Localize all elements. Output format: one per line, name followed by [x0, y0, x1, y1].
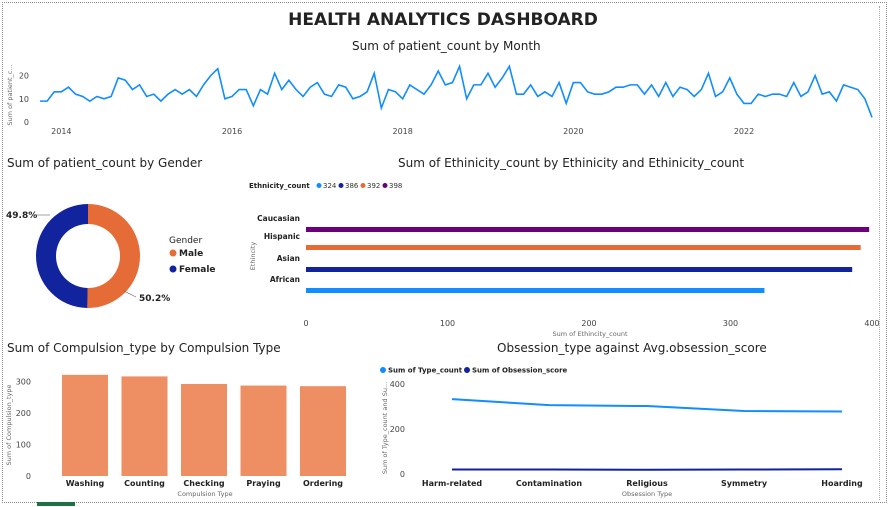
gender-chart-title: Sum of patient_count by Gender	[7, 156, 203, 170]
ethnicity-bar-african	[306, 288, 765, 293]
ethnicity-legend-title: Ethnicity_count	[249, 182, 310, 190]
obsession-legend-dot	[464, 367, 470, 373]
month-x-tick: 2016	[222, 127, 242, 136]
obsession-legend-dot	[380, 367, 386, 373]
month-x-tick: 2022	[734, 127, 754, 136]
ethnicity-bar-asian	[306, 267, 853, 272]
month-y-tick: 20	[19, 72, 29, 81]
ethnicity-legend-label: 386	[345, 182, 359, 190]
month-x-tick: 2020	[563, 127, 583, 136]
ethnicity-category-label: Asian	[277, 254, 300, 263]
gender-legend-dot	[169, 249, 177, 257]
gender-legend-label: Female	[179, 265, 216, 275]
scrollbar[interactable]	[879, 6, 886, 500]
obsession-category-label: Symmetry	[721, 479, 768, 488]
ethnicity-bar-caucasian	[306, 227, 870, 232]
compulsion-category-label: Praying	[246, 479, 281, 488]
obsession-legend-label: Sum of Obsession_score	[472, 367, 568, 375]
obsession-category-label: Religious	[626, 479, 668, 488]
ethnicity-legend-dot	[338, 183, 344, 188]
ethnicity-legend-dot	[360, 183, 366, 188]
compulsion-bar-washing	[62, 374, 108, 476]
gender-label-leader	[123, 290, 137, 298]
ethnicity-x-axis-label: Sum of Ethincity_count	[552, 330, 627, 338]
obsession-category-label: Harm-related	[422, 479, 482, 488]
ethnicity-x-tick: 400	[864, 319, 879, 328]
ethnicity-bar-hispanic	[306, 245, 861, 250]
compulsion-y-tick: 200	[16, 409, 31, 418]
ethnicity-legend-label: 392	[367, 182, 380, 190]
month-chart-title: Sum of patient_count by Month	[352, 39, 541, 53]
obsession-y-tick: 400	[390, 380, 405, 389]
obsession-y-tick: 200	[390, 425, 405, 434]
compulsion-x-axis-label: Compulsion Type	[177, 490, 232, 498]
month-x-tick: 2014	[51, 127, 71, 136]
ethnicity-legend-label: 324	[323, 182, 337, 190]
gender-slice-male	[87, 204, 141, 308]
compulsion-category-label: Washing	[66, 479, 105, 488]
ethnicity-legend-dot	[316, 183, 322, 188]
gender-label-female: 49.8%	[6, 211, 37, 221]
compulsion-category-label: Checking	[183, 479, 224, 488]
ethnicity-x-tick: 300	[723, 319, 738, 328]
month-y-tick: 10	[19, 95, 29, 104]
dashboard-title: HEALTH ANALYTICS DASHBOARD	[288, 10, 598, 30]
gender-legend-label: Male	[179, 249, 203, 259]
ethnicity-chart-title: Sum of Ethinicity_count by Ethinicity an…	[398, 156, 745, 170]
compulsion-category-label: Counting	[124, 479, 165, 488]
compulsion-chart-title: Sum of Compulsion_type by Compulsion Typ…	[7, 341, 281, 355]
obsession-category-label: Contamination	[516, 479, 583, 488]
gender-slice-female	[36, 204, 88, 308]
ethnicity-y-axis-label: Ethincity	[249, 242, 257, 271]
ethnicity-category-label: Hispanic	[264, 232, 300, 241]
obsession-series-line	[451, 398, 843, 413]
compulsion-bar-counting	[121, 376, 168, 476]
ethnicity-x-tick: 100	[440, 319, 455, 328]
obsession-x-axis-label: Obsession Type	[622, 490, 672, 498]
compulsion-y-tick: 0	[26, 472, 31, 481]
compulsion-bar-ordering	[300, 386, 346, 476]
ethnicity-category-label: African	[270, 275, 300, 284]
ethnicity-x-tick: 200	[581, 319, 596, 328]
gender-legend-title: Gender	[169, 236, 202, 246]
compulsion-y-axis-label: Sum of Compulsion_type	[5, 385, 13, 466]
month-y-tick: 0	[24, 118, 29, 127]
month-series-line	[40, 63, 873, 118]
ethnicity-legend-dot	[382, 183, 388, 188]
obsession-category-label: Hoarding	[821, 479, 863, 488]
obsession-y-tick: 0	[400, 470, 405, 479]
page-tab-indicator[interactable]	[37, 502, 75, 506]
compulsion-y-tick: 300	[16, 377, 31, 386]
gender-legend-dot	[169, 265, 177, 273]
gender-label-male: 50.2%	[139, 294, 170, 304]
compulsion-bar-checking	[181, 383, 227, 476]
ethnicity-x-tick: 0	[303, 319, 308, 328]
obsession-y-axis-label: Sum of Type_count and Su...	[381, 382, 389, 474]
ethnicity-legend-label: 398	[389, 182, 402, 190]
ethnicity-category-label: Caucasian	[257, 214, 300, 223]
compulsion-y-tick: 100	[16, 440, 31, 449]
obsession-legend-label: Sum of Type_count	[388, 367, 463, 375]
compulsion-bar-praying	[240, 385, 287, 476]
month-x-tick: 2018	[392, 127, 412, 136]
compulsion-category-label: Ordering	[303, 479, 343, 488]
month-y-axis-label: Sum of patient_c...	[6, 64, 14, 125]
obsession-chart-title: Obsession_type against Avg.obsession_sco…	[497, 341, 767, 355]
